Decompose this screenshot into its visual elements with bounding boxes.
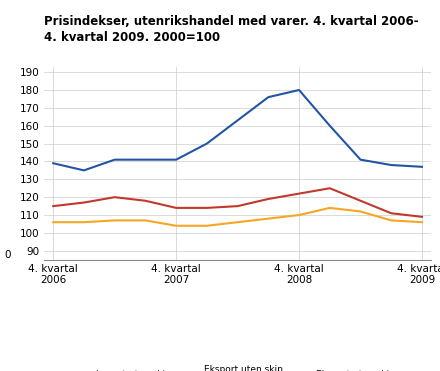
Eksport uten skip
og oljeplattformer (235, 118, 240, 122)
Eksport uten skip
og oljeplattformer (143, 157, 148, 162)
Eksport uten skip
og oljeplattformer (81, 168, 87, 173)
Eksport uten skip
og oljeplattformer (204, 141, 209, 146)
Line: Import uten skip
og oljeplattformer: Import uten skip og oljeplattformer (53, 208, 422, 226)
Eksport uten skip
og oljeplattformer,
råolje og naturgass (358, 198, 363, 203)
Import uten skip
og oljeplattformer (419, 220, 425, 224)
Import uten skip
og oljeplattformer (173, 224, 179, 228)
Eksport uten skip
og oljeplattformer (297, 88, 302, 92)
Eksport uten skip
og oljeplattformer,
råolje og naturgass (143, 198, 148, 203)
Import uten skip
og oljeplattformer (204, 224, 209, 228)
Import uten skip
og oljeplattformer (266, 216, 271, 221)
Eksport uten skip
og oljeplattformer,
råolje og naturgass (235, 204, 240, 209)
Eksport uten skip
og oljeplattformer,
råolje og naturgass (389, 211, 394, 216)
Line: Eksport uten skip
og oljeplattformer: Eksport uten skip og oljeplattformer (53, 90, 422, 170)
Import uten skip
og oljeplattformer (358, 209, 363, 214)
Eksport uten skip
og oljeplattformer (419, 165, 425, 169)
Import uten skip
og oljeplattformer (51, 220, 56, 224)
Import uten skip
og oljeplattformer (143, 218, 148, 223)
Eksport uten skip
og oljeplattformer,
råolje og naturgass (51, 204, 56, 209)
Line: Eksport uten skip
og oljeplattformer,
råolje og naturgass: Eksport uten skip og oljeplattformer, rå… (53, 188, 422, 217)
Eksport uten skip
og oljeplattformer,
råolje og naturgass (204, 206, 209, 210)
Eksport uten skip
og oljeplattformer (112, 157, 117, 162)
Legend: Import uten skip
og oljeplattformer, Eksport uten skip
og oljeplattformer,
råolj: Import uten skip og oljeplattformer, Eks… (77, 365, 399, 371)
Eksport uten skip
og oljeplattformer (266, 95, 271, 99)
Eksport uten skip
og oljeplattformer,
råolje og naturgass (266, 197, 271, 201)
Eksport uten skip
og oljeplattformer,
råolje og naturgass (327, 186, 333, 190)
Eksport uten skip
og oljeplattformer (358, 157, 363, 162)
Eksport uten skip
og oljeplattformer (389, 163, 394, 167)
Eksport uten skip
og oljeplattformer,
råolje og naturgass (297, 191, 302, 196)
Eksport uten skip
og oljeplattformer,
råolje og naturgass (419, 214, 425, 219)
Import uten skip
og oljeplattformer (327, 206, 333, 210)
Import uten skip
og oljeplattformer (389, 218, 394, 223)
Import uten skip
og oljeplattformer (112, 218, 117, 223)
Text: 0: 0 (4, 250, 11, 260)
Eksport uten skip
og oljeplattformer (51, 161, 56, 165)
Import uten skip
og oljeplattformer (81, 220, 87, 224)
Eksport uten skip
og oljeplattformer (327, 124, 333, 128)
Eksport uten skip
og oljeplattformer,
råolje og naturgass (81, 200, 87, 205)
Text: Prisindekser, utenrikshandel med varer. 4. kvartal 2006-
4. kvartal 2009. 2000=1: Prisindekser, utenrikshandel med varer. … (44, 15, 418, 44)
Eksport uten skip
og oljeplattformer,
råolje og naturgass (112, 195, 117, 199)
Eksport uten skip
og oljeplattformer,
råolje og naturgass (173, 206, 179, 210)
Import uten skip
og oljeplattformer (297, 213, 302, 217)
Import uten skip
og oljeplattformer (235, 220, 240, 224)
Eksport uten skip
og oljeplattformer (173, 157, 179, 162)
